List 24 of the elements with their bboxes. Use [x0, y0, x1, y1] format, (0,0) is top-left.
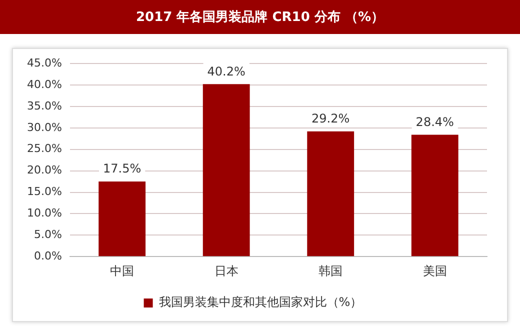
y-tick-label: 25.0% — [26, 142, 62, 156]
data-label: 28.4% — [416, 114, 454, 129]
y-tick-label: 35.0% — [26, 99, 62, 112]
y-tick-label: 5.0% — [34, 228, 62, 242]
data-label: 29.2% — [312, 111, 350, 126]
bar — [411, 134, 458, 256]
x-tick-label: 美国 — [422, 264, 447, 278]
bar — [98, 182, 146, 256]
x-tick-label: 中国 — [110, 264, 134, 278]
y-tick-label: 40.0% — [26, 78, 62, 91]
x-tick-label: 日本 — [214, 264, 238, 278]
legend-label: 我国男装集中度和其他国家对比（%） — [158, 295, 362, 310]
data-label: 17.5% — [103, 162, 142, 176]
bar — [307, 131, 354, 256]
y-tick-label: 0.0% — [34, 249, 62, 262]
y-tick-label: 20.0% — [26, 164, 62, 177]
y-tick-label: 15.0% — [26, 185, 62, 198]
y-tick-label: 45.0% — [26, 56, 62, 70]
data-label: 40.2% — [207, 64, 246, 78]
y-tick-label: 30.0% — [26, 120, 62, 134]
chart-title: 2017 年各国男装品牌 CR10 分布 （%） — [0, 0, 520, 34]
x-tick-label: 韩国 — [318, 264, 343, 278]
y-tick-label: 10.0% — [26, 206, 62, 220]
bar — [202, 84, 250, 256]
